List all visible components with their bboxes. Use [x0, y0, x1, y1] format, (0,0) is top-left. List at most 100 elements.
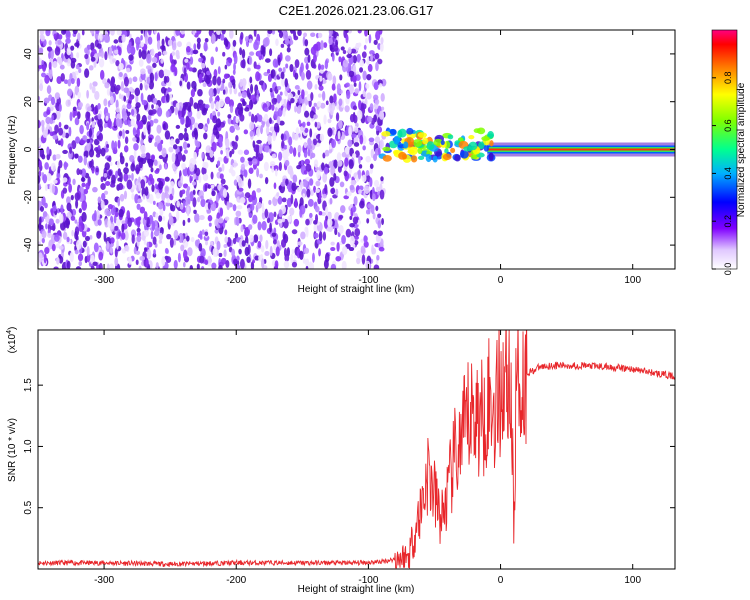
snr-ylabel: SNR (10 * v/v) [7, 418, 18, 482]
heatmap-cell [150, 108, 157, 115]
heatmap-cell [318, 85, 324, 91]
heatmap-cell [313, 138, 318, 146]
heatmap-cell [114, 247, 118, 258]
heatmap-cell [277, 30, 282, 33]
heatmap-cell [195, 146, 200, 154]
heatmap-cell [338, 119, 343, 129]
heatmap-cell [178, 132, 184, 141]
heatmap-cell [126, 67, 131, 73]
heatmap-cell [138, 120, 144, 130]
heatmap-cell [38, 55, 41, 66]
heatmap-cell [46, 85, 52, 95]
heatmap-cell [193, 209, 197, 215]
heatmap-cell [151, 56, 158, 63]
heatmap-cell [363, 235, 368, 243]
heatmap-cell [73, 109, 78, 116]
heatmap-cell [381, 78, 387, 87]
heatmap-cell [97, 103, 101, 110]
heatmap-cell [284, 159, 290, 167]
heatmap-cell [90, 30, 95, 34]
heatmap-cell [256, 139, 262, 145]
heatmap-cell [238, 92, 242, 97]
heatmap-cell [276, 115, 281, 126]
heatmap-cell [97, 113, 102, 120]
heatmap-cell [211, 134, 215, 141]
heatmap-cell [339, 74, 343, 81]
heatmap-cell [188, 67, 194, 72]
heatmap-cell [377, 147, 381, 157]
heatmap-cell [211, 141, 217, 152]
x-tick-label: 0 [498, 275, 504, 286]
heatmap-cell [72, 30, 78, 35]
heatmap-cell [267, 30, 273, 35]
x-tick-label: -200 [226, 575, 246, 586]
heatmap-cell [247, 207, 251, 213]
spectrogram-ylabel: Frequency (Hz) [7, 116, 18, 185]
heatmap-cell [285, 178, 289, 187]
heatmap-cell [122, 128, 125, 140]
heatmap-cell [50, 162, 56, 172]
heatmap-cell [83, 188, 89, 195]
heatmap-cell [56, 257, 60, 265]
heatmap-cell [272, 130, 277, 142]
heatmap-cell [327, 118, 332, 124]
heatmap-cell [264, 250, 270, 257]
y-tick-label: 0 [23, 146, 34, 152]
heatmap-cell [261, 206, 265, 214]
heatmap-cell [48, 218, 54, 226]
heatmap-cell [163, 68, 168, 77]
heatmap-cell [318, 192, 322, 200]
heatmap-cell [157, 107, 163, 117]
heatmap-cell [235, 126, 241, 131]
heatmap-cell [225, 260, 230, 268]
heatmap-cell [127, 217, 133, 228]
heatmap-cell [240, 163, 246, 171]
heatmap-cell [210, 171, 214, 180]
heatmap-cell [58, 34, 63, 40]
heatmap-cell [354, 228, 361, 237]
heatmap-cell [356, 257, 361, 265]
heatmap-cell [296, 186, 302, 193]
heatmap-cell [202, 173, 209, 182]
heatmap-cell [315, 134, 320, 140]
heatmap-cell [273, 182, 277, 190]
heatmap-cell [52, 61, 58, 69]
heatmap-cell [348, 70, 355, 78]
heatmap-cell [371, 247, 377, 255]
heatmap-cell [90, 42, 95, 51]
heatmap-cell [185, 189, 190, 198]
heatmap-cell [126, 103, 132, 110]
heatmap-cell [313, 43, 318, 49]
heatmap-cell [365, 155, 371, 163]
heatmap-cell [215, 118, 222, 128]
heatmap-cell [241, 49, 246, 59]
heatmap-cell [118, 182, 124, 191]
heatmap-cell [130, 118, 135, 127]
heatmap-cell [273, 211, 277, 218]
heatmap-cell [330, 263, 337, 269]
heatmap-cell [376, 254, 380, 261]
heatmap-cell [105, 112, 110, 117]
heatmap-cell [55, 243, 61, 249]
heatmap-cell [161, 191, 166, 202]
heatmap-cell [58, 121, 62, 128]
heatmap-cell [323, 218, 329, 229]
heatmap-cell [118, 46, 122, 56]
heatmap-cell [181, 108, 185, 118]
heatmap-cell [224, 64, 228, 70]
heatmap-cell [379, 83, 383, 88]
heatmap-cell [365, 260, 371, 269]
heatmap-cell [238, 248, 242, 255]
heatmap-cell [182, 219, 186, 227]
heatmap-cell [78, 169, 83, 175]
heatmap-cell [303, 149, 308, 158]
heatmap-cell [224, 96, 231, 105]
heatmap-cell [100, 183, 106, 191]
heatmap-cell [38, 222, 42, 232]
heatmap-cell [324, 149, 330, 157]
heatmap-cell [60, 72, 65, 82]
heatmap-cell [329, 197, 333, 205]
heatmap-cell [223, 73, 229, 80]
x-tick-label: -200 [226, 275, 246, 286]
heatmap-cell [313, 54, 317, 63]
